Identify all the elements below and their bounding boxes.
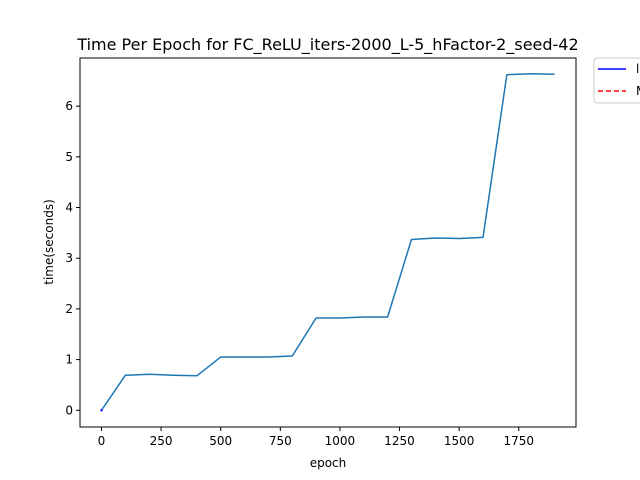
series-layer	[100, 72, 555, 412]
y-axis-ticks: 0 1 2 3 4 5 6	[65, 99, 80, 417]
x-axis-label: epoch	[310, 456, 347, 470]
chart-title: Time Per Epoch for FC_ReLU_iters-2000_L-…	[76, 35, 578, 55]
y-tick-label: 3	[65, 251, 73, 265]
x-tick-label: 1000	[325, 434, 356, 448]
x-tick-label: 500	[209, 434, 232, 448]
series-line	[100, 72, 555, 411]
y-axis-label: time(seconds)	[42, 199, 56, 285]
x-tick-label: 750	[269, 434, 292, 448]
x-tick-label: 0	[98, 434, 106, 448]
x-axis-ticks: 0 250 500 750 1000 1250 1500 1750	[98, 427, 534, 448]
plot-area-frame	[79, 57, 577, 428]
y-tick-label: 4	[65, 201, 73, 215]
x-tick-label: 1500	[444, 434, 475, 448]
legend-label: l	[636, 62, 639, 76]
legend-box	[593, 57, 640, 104]
legend: lM	[593, 57, 640, 104]
x-tick-label: 250	[150, 434, 173, 448]
y-tick-label: 6	[65, 99, 73, 113]
legend-label: M	[636, 84, 640, 98]
origin-point	[100, 409, 103, 412]
y-tick-label: 2	[65, 302, 73, 316]
y-tick-label: 1	[65, 353, 73, 367]
y-tick-label: 0	[65, 403, 73, 417]
x-tick-label: 1250	[384, 434, 415, 448]
y-tick-label: 5	[65, 150, 73, 164]
x-tick-label: 1750	[503, 434, 534, 448]
